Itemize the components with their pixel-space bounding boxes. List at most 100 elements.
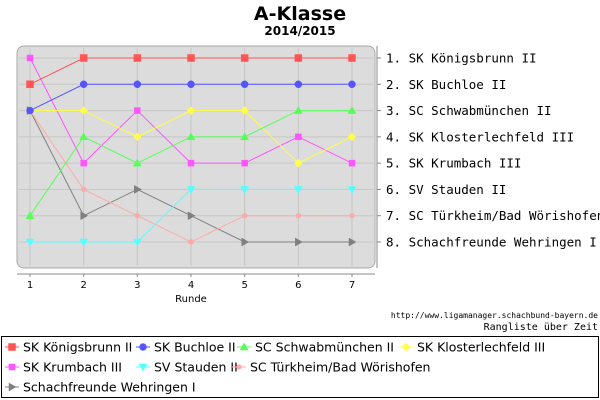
axes: 1 2 3 4 5 6 7 <box>17 46 381 291</box>
series-0 <box>26 54 356 89</box>
legend-box <box>1 336 599 398</box>
data-point <box>295 133 302 141</box>
legend-item[interactable]: Schachfreunde Wehringen I <box>5 380 196 395</box>
data-point <box>79 238 89 247</box>
series-7 <box>26 106 357 247</box>
data-point <box>348 159 356 167</box>
data-point <box>132 238 142 247</box>
data-point <box>240 132 250 141</box>
data-point <box>293 106 303 114</box>
plot-area <box>16 45 376 269</box>
legend-item[interactable]: SC Schwabmünchen II <box>237 340 394 355</box>
data-point <box>348 237 357 247</box>
legend-label: SK Klosterlechfeld III <box>417 340 545 355</box>
data-point <box>186 132 196 141</box>
data-point <box>240 80 249 89</box>
legend-label: Schachfreunde Wehringen I <box>23 380 196 395</box>
legend-label: SV Stauden II <box>154 360 238 375</box>
legend-label: SC Schwabmünchen II <box>255 340 394 355</box>
data-point <box>293 186 303 194</box>
data-point <box>80 211 89 221</box>
legend-swatch-marker <box>139 343 147 351</box>
data-point <box>134 107 141 114</box>
data-point <box>188 239 194 245</box>
x-tick-label: 7 <box>349 280 355 291</box>
data-point <box>26 54 34 62</box>
rank-label: 5. SK Krumbach III <box>386 156 521 171</box>
chart-note: Rangliste über Zeit <box>484 322 598 333</box>
legend-item[interactable]: SK Klosterlechfeld III <box>399 340 545 355</box>
data-point <box>349 212 355 219</box>
data-point <box>240 54 249 62</box>
data-point <box>79 80 88 89</box>
data-point <box>295 212 302 219</box>
series-4 <box>26 54 356 167</box>
rank-label: 8. Schachfreunde Wehringen I <box>386 235 597 250</box>
data-point <box>132 132 142 142</box>
rank-label: 2. SK Buchloe II <box>386 77 506 92</box>
legend-label: SK Krumbach III <box>23 360 122 375</box>
chart-subtitle: 2014/2015 <box>264 24 335 38</box>
data-point <box>347 106 357 114</box>
rank-label: 1. SK Königsbrunn II <box>386 51 537 66</box>
data-point <box>133 54 142 62</box>
data-point <box>241 159 248 167</box>
x-tick-label: 6 <box>295 280 301 291</box>
legend-item[interactable]: SK Buchloe II <box>136 340 236 355</box>
data-point <box>25 211 35 219</box>
rank-label: 4. SK Klosterlechfeld III <box>386 129 574 144</box>
data-point <box>132 158 142 167</box>
data-point <box>186 186 196 194</box>
data-point <box>240 186 250 194</box>
data-point <box>294 80 303 89</box>
legend: SK Königsbrunn II SK Buchloe II SC Schwabm… <box>5 340 545 395</box>
legend-item[interactable]: SC Türkheim/Bad Wörishofen <box>232 360 430 375</box>
data-point <box>295 237 303 247</box>
data-point <box>25 238 35 247</box>
data-point <box>134 184 142 194</box>
rank-label: 7. SC Türkheim/Bad Wörishofen <box>386 208 600 223</box>
x-tick-label: 4 <box>188 280 194 291</box>
legend-swatch-marker <box>401 342 411 352</box>
x-tick-label: 3 <box>134 280 140 291</box>
data-point <box>241 237 250 247</box>
x-tick-label: 5 <box>241 280 247 291</box>
source-link[interactable]: http://www.ligamanager.schachbund-bayern… <box>391 311 598 320</box>
legend-swatch-marker <box>8 363 16 371</box>
legend-swatch-marker <box>138 363 148 372</box>
data-point <box>79 106 89 115</box>
series-layer <box>25 54 357 247</box>
data-point <box>187 54 195 62</box>
x-axis-title: Runde <box>175 294 207 305</box>
legend-label: SK Buchloe II <box>154 340 236 355</box>
data-point <box>187 80 195 89</box>
x-tick-label: 2 <box>80 280 86 291</box>
legend-item[interactable]: SV Stauden II <box>136 360 238 375</box>
data-point <box>347 132 357 142</box>
legend-swatch-marker <box>8 382 17 392</box>
data-point <box>293 158 303 168</box>
rank-label: 6. SV Stauden II <box>386 182 506 197</box>
series-1 <box>26 80 356 115</box>
data-point <box>186 106 196 115</box>
legend-swatch-marker <box>239 342 249 351</box>
legend-item[interactable]: SK Königsbrunn II <box>5 340 132 355</box>
rank-label: 3. SC Schwabmünchen II <box>386 103 552 118</box>
data-point <box>80 186 87 193</box>
rank-labels: 1. SK Königsbrunn II 2. SK Buchloe II 3. S… <box>386 51 600 250</box>
data-point <box>79 54 88 62</box>
series-5 <box>25 186 357 247</box>
data-point <box>348 54 356 62</box>
data-point <box>294 54 303 62</box>
data-point <box>187 211 196 221</box>
data-point <box>240 106 250 115</box>
legend-item[interactable]: SK Krumbach III <box>5 360 122 375</box>
series-2 <box>25 106 357 219</box>
data-point <box>133 80 142 89</box>
data-point <box>26 106 34 115</box>
legend-swatch-marker <box>236 364 242 370</box>
legend-label: SK Königsbrunn II <box>23 340 132 355</box>
data-point <box>348 80 356 89</box>
data-point <box>241 212 248 219</box>
